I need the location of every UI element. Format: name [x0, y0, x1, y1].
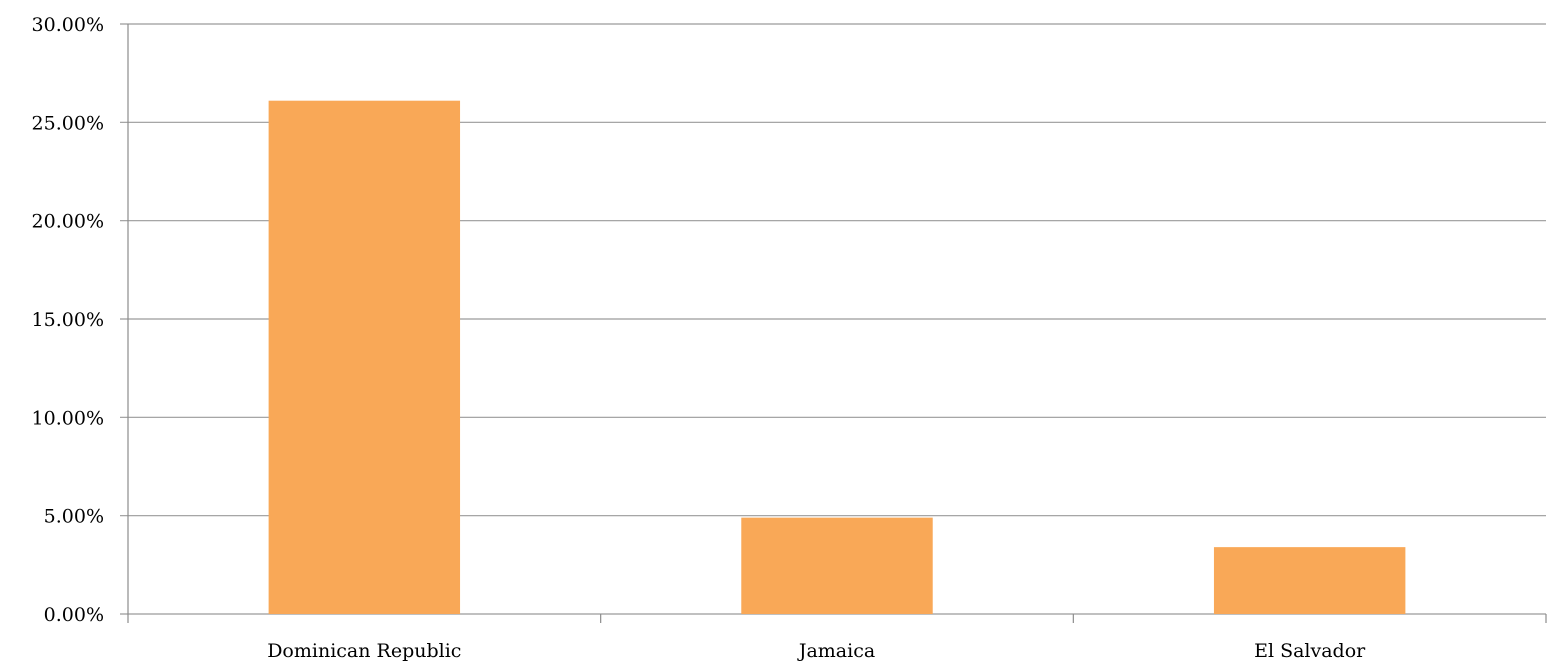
y-tick-label: 30.00% [32, 14, 104, 36]
bar [741, 517, 933, 614]
x-tick-label: Dominican Republic [267, 640, 461, 662]
x-tick-label: El Salvador [1254, 640, 1366, 662]
y-tick-label: 0.00% [44, 604, 104, 626]
x-tick-label: Jamaica [797, 640, 875, 662]
bars [268, 100, 1406, 614]
bar [1213, 547, 1406, 614]
y-tick-label: 5.00% [44, 506, 104, 528]
bar [268, 100, 461, 614]
y-tick-label: 10.00% [32, 407, 104, 429]
y-tick-label: 15.00% [32, 309, 104, 331]
y-tick-label: 20.00% [32, 211, 104, 233]
y-tick-label: 25.00% [32, 112, 104, 134]
axes [127, 24, 1547, 623]
labels: 0.00% 5.00% 10.00% 15.00% 20.00% 25.00% 30.00%… [32, 14, 1367, 662]
